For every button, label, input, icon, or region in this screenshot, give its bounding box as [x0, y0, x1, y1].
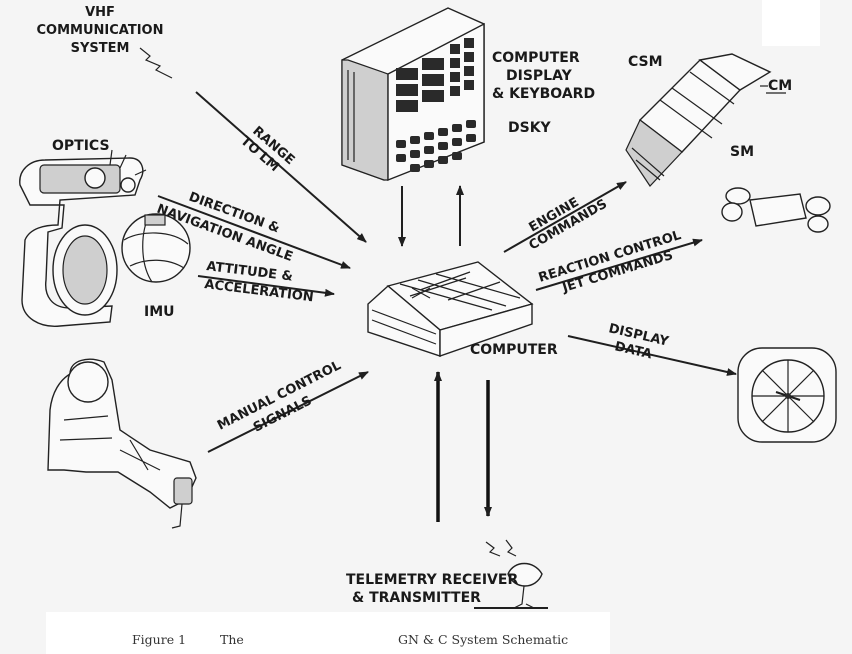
arrow-display-data — [567, 335, 737, 376]
computer-x-mark — [411, 287, 431, 299]
csm-panel-lines — [659, 71, 735, 139]
vhf-label-line1: VHF — [85, 5, 115, 20]
telemetry-mount — [513, 585, 535, 609]
optics-base-inner — [62, 235, 108, 305]
engine-nozzle-icon — [625, 119, 683, 187]
imu-sphere-icon — [121, 213, 191, 283]
radio-zigzag-icon — [139, 47, 173, 79]
imu-label: IMU — [144, 304, 175, 320]
vhf-label-line3: SYSTEM — [71, 41, 130, 56]
computer-label: COMPUTER — [470, 342, 558, 358]
nozzle-lines — [631, 147, 665, 181]
display-indicator-illustration — [737, 347, 837, 443]
dsky-label-line3: & KEYBOARD — [492, 86, 595, 102]
dsky-illustration — [341, 7, 485, 182]
sm-label: SM — [730, 144, 754, 160]
rcs-thruster-right-icon — [805, 196, 831, 216]
signal-arrows — [157, 91, 737, 522]
vhf-label-line2: COMMUNICATION — [37, 23, 164, 38]
optics-eyepiece-icon — [120, 177, 136, 193]
rcs-thruster-right2-icon — [807, 215, 829, 233]
optics-details — [109, 149, 147, 176]
arrow-attitude-acceleration — [197, 275, 335, 297]
dsky-side-panel — [341, 59, 389, 181]
optics-housing — [19, 157, 144, 327]
optics-label: OPTICS — [52, 138, 110, 154]
arrow-direction-navigation — [157, 195, 351, 269]
telemetry-dish-icon — [507, 562, 543, 587]
blank-patch — [762, 0, 820, 46]
hand-controller-icon — [173, 477, 193, 505]
rcs-thruster-left2-icon — [721, 202, 743, 222]
optics-lens-icon — [84, 167, 106, 189]
arrow-range-to-lm — [195, 91, 367, 243]
computer-module-lines — [399, 271, 521, 311]
dsky-abbrev-label: DSKY — [508, 120, 552, 136]
caption-strip — [46, 612, 610, 654]
attitude-label-line2: ACCELERATION — [204, 277, 315, 305]
imu-mount — [144, 214, 166, 226]
indicator-hub — [785, 393, 791, 399]
cm-label: CM — [768, 78, 792, 94]
csm-label: CSM — [628, 54, 663, 70]
telemetry-label-line1: TELEMETRY RECEIVER — [346, 572, 518, 588]
rcs-block — [749, 193, 807, 227]
hand-controller-cable — [171, 503, 183, 529]
csm-spacecraft-illustration — [625, 53, 772, 187]
figure-caption: Figure 1 The GN & C System Schematic — [132, 632, 568, 647]
optics-imu-illustration: OPTICS IMU — [19, 138, 191, 327]
reaction-control-jets-illustration — [721, 187, 831, 233]
vhf-communication-system: VHF COMMUNICATION SYSTEM — [37, 5, 173, 79]
dsky-keypad — [396, 120, 476, 172]
caption-title: GN & C System Schematic — [398, 632, 568, 647]
telemetry-signal-icon — [485, 539, 517, 557]
computer-front-lines — [371, 309, 437, 345]
rcs-thruster-left-icon — [725, 187, 751, 205]
arrow-engine-commands — [503, 181, 627, 253]
arrow-rcs-commands — [535, 238, 703, 291]
astronaut-suit-lines — [59, 415, 161, 471]
dsky-screws — [347, 70, 355, 162]
telemetry-label-line2: & TRANSMITTER — [352, 590, 481, 606]
dsky-display-grid — [396, 38, 474, 112]
dsky-label-line2: DISPLAY — [506, 68, 573, 84]
optics-head — [39, 164, 121, 194]
caption-number: Figure 1 — [132, 632, 186, 647]
astronaut-helmet-icon — [67, 361, 109, 403]
dsky-label-line1: COMPUTER — [492, 50, 580, 66]
command-module — [698, 53, 772, 91]
telemetry-antenna-illustration — [474, 539, 548, 609]
arrow-manual-control — [207, 371, 369, 453]
computer-illustration — [367, 261, 534, 357]
astronaut-illustration — [47, 358, 197, 529]
caption-article: The — [220, 632, 244, 647]
computer-side — [439, 303, 533, 357]
